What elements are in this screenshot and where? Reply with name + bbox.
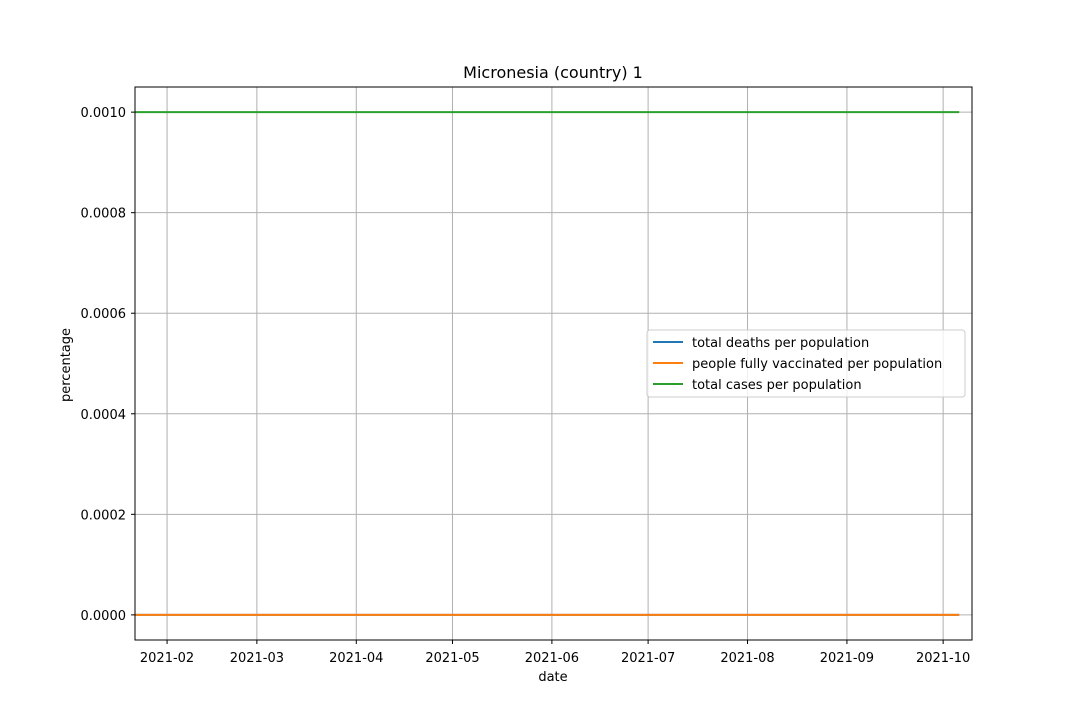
legend-label-fully-vaccinated: people fully vaccinated per population [692,357,942,372]
x-tick-label: 2021-07 [621,651,675,666]
y-tick-label: 0.0004 [81,408,127,423]
x-tick-label: 2021-02 [140,651,194,666]
y-tick-label: 0.0002 [81,508,127,523]
x-tick-label: 2021-03 [230,651,284,666]
x-tick-label: 2021-08 [720,651,774,666]
x-tick-label: 2021-09 [820,651,874,666]
y-tick-label: 0.0008 [81,207,127,222]
y-tick-label: 0.0000 [81,609,127,624]
x-tick-label: 2021-06 [525,651,579,666]
chart-title: Micronesia (country) 1 [463,63,643,82]
x-tick-label: 2021-04 [329,651,383,666]
x-tick-label: 2021-10 [916,651,970,666]
y-axis-title: percentage [59,328,74,402]
legend-label-total-cases: total cases per population [692,378,862,393]
x-axis-title: date [538,670,567,685]
legend-label-total-deaths: total deaths per population [692,336,869,351]
legend: total deaths per population people fully… [646,329,966,398]
plot-frame [134,86,973,641]
y-tick-label: 0.0006 [81,307,127,322]
legend-box [646,329,966,398]
y-tick-label: 0.0010 [81,106,127,121]
y-axis: 0.0000 0.0002 0.0004 0.0006 0.0008 0.0010 [81,106,135,624]
x-tick-label: 2021-05 [425,651,479,666]
series-lines [135,111,960,616]
x-axis: 2021-02 2021-03 2021-04 2021-05 2021-06 2021-… [140,640,970,666]
